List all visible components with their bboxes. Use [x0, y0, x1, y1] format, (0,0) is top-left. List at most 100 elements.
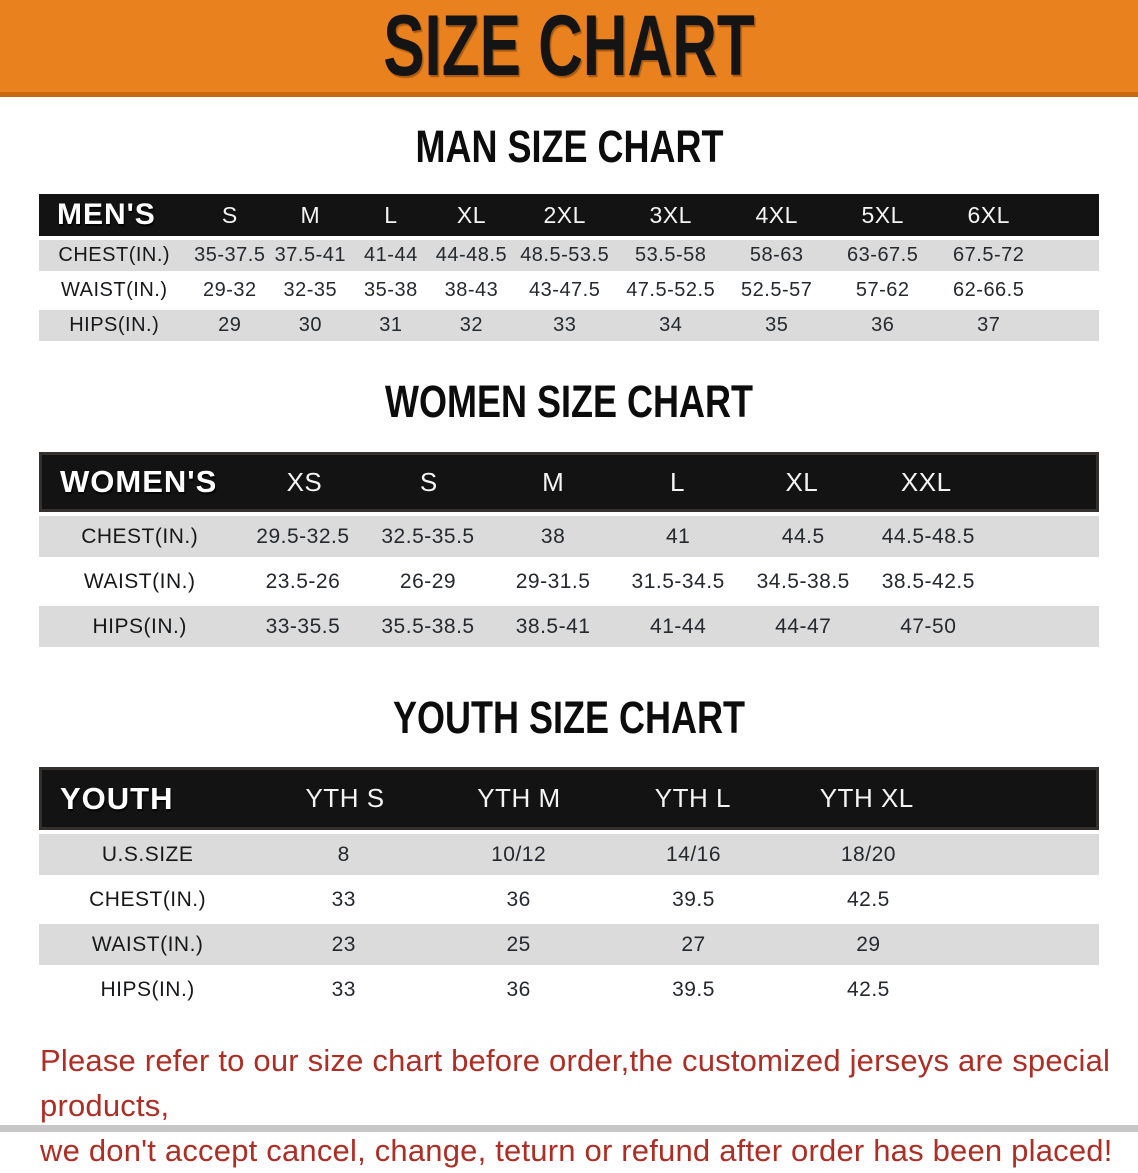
cell-value: 29 [856, 932, 881, 956]
cell-value: 35.5-38.5 [381, 614, 475, 638]
size-column-header: 6XL [967, 201, 1010, 228]
table-row: U.S.SIZE 8 10/12 14/16 18/20 [39, 834, 1099, 875]
cell-value: 8 [337, 842, 350, 866]
cell-value: 62-66.5 [953, 279, 1025, 301]
cell-value: 23.5-26 [265, 569, 341, 593]
size-column-header: YTH L [654, 783, 731, 813]
cell-value: 44-48.5 [435, 244, 508, 266]
table-row: HIPS(IN.) 29 30 31 32 33 34 35 36 37 [39, 310, 1099, 341]
cell-value: 39.5 [672, 977, 715, 1001]
cell-value: 57-62 [855, 279, 910, 301]
cell-value: 41-44 [364, 244, 418, 266]
size-column-header: YTH S [305, 783, 385, 813]
cell-value: 18/20 [840, 842, 896, 866]
cell-value: 67.5-72 [953, 244, 1025, 266]
row-label: CHEST(IN.) [81, 524, 199, 548]
men-section-heading-text: MAN SIZE CHART [414, 121, 723, 172]
table-row: HIPS(IN.) 33 36 39.5 42.5 [39, 969, 1099, 1010]
disclaimer-line-2: we don't accept cancel, change, teturn o… [40, 1133, 1113, 1168]
cell-value: 41 [665, 524, 691, 548]
cell-value: 33 [331, 977, 356, 1001]
men-size-table: MEN'S S M L XL 2XL 3XL 4XL 5XL 6XL CHEST(IN.) 35-37… [39, 194, 1099, 341]
table-group-label: MEN'S [57, 198, 156, 231]
size-column-header: 3XL [649, 201, 692, 228]
table-header-row: WOMEN'S XS S M L XL XXL [39, 452, 1099, 512]
cell-value: 36 [506, 977, 531, 1001]
table-row: CHEST(IN.) 29.5-32.5 32.5-35.5 38 41 44.5 44.5… [39, 516, 1099, 557]
table-row: HIPS(IN.) 33-35.5 35.5-38.5 38.5-41 41-44 44-… [39, 606, 1099, 647]
row-label: U.S.SIZE [101, 842, 194, 866]
size-column-header: XS [286, 466, 323, 497]
cell-value: 23 [331, 932, 356, 956]
cell-value: 34 [659, 314, 683, 336]
size-column-header: XXL [900, 466, 952, 497]
disclaimer-line-1: Please refer to our size chart before or… [40, 1043, 1111, 1123]
size-column-header: 5XL [861, 201, 904, 228]
cell-value: 31.5-34.5 [631, 569, 725, 593]
table-header-row: YOUTH YTH S YTH M YTH L YTH XL [39, 767, 1099, 830]
cell-value: 29.5-32.5 [256, 524, 350, 548]
cell-value: 32-35 [283, 279, 338, 301]
cell-value: 44.5-48.5 [881, 524, 975, 548]
size-column-header: 4XL [755, 201, 798, 228]
row-label: WAIST(IN.) [83, 569, 196, 593]
cell-value: 29-31.5 [515, 569, 591, 593]
size-chart-title: SIZE CHART [383, 0, 755, 94]
cell-value: 10/12 [491, 842, 547, 866]
cell-value: 32.5-35.5 [381, 524, 475, 548]
size-column-header: 2XL [543, 201, 586, 228]
cell-value: 58-63 [749, 244, 804, 266]
size-column-header: M [300, 201, 321, 228]
cell-value: 33 [553, 314, 577, 336]
cell-value: 38 [540, 524, 566, 548]
table-row: WAIST(IN.) 29-32 32-35 35-38 38-43 43-47.5 47.… [39, 275, 1099, 306]
cell-value: 42.5 [846, 887, 890, 911]
table-header-row: MEN'S S M L XL 2XL 3XL 4XL 5XL 6XL [39, 194, 1099, 236]
cell-value: 35 [765, 314, 789, 336]
table-row: WAIST(IN.) 23.5-26 26-29 29-31.5 31.5-34.5 34… [39, 561, 1099, 602]
cell-value: 29 [218, 314, 242, 336]
table-group-label: WOMEN'S [60, 464, 218, 499]
cell-value: 25 [506, 932, 531, 956]
cell-value: 27 [681, 932, 706, 956]
table-group-label: YOUTH [60, 780, 174, 816]
row-label: HIPS(IN.) [69, 314, 160, 336]
cell-value: 30 [298, 314, 322, 336]
men-section-heading: MAN SIZE CHART [0, 124, 1138, 169]
row-label: HIPS(IN.) [92, 614, 187, 638]
size-column-header: L [384, 201, 398, 228]
women-section-heading-text: WOMEN SIZE CHART [384, 376, 753, 427]
size-column-header: S [419, 466, 438, 497]
cell-value: 33 [331, 887, 356, 911]
cell-value: 42.5 [846, 977, 890, 1001]
banner: SIZE CHART [0, 0, 1138, 97]
disclaimer: Please refer to our size chart before or… [40, 1038, 1138, 1173]
cell-value: 32 [459, 314, 484, 336]
table-row: WAIST(IN.) 23 25 27 29 [39, 924, 1099, 965]
cell-value: 36 [871, 314, 895, 336]
cell-value: 43-47.5 [529, 279, 601, 301]
table-row: CHEST(IN.) 35-37.5 37.5-41 41-44 44-48.5 48.5… [39, 240, 1099, 271]
row-label: WAIST(IN.) [91, 932, 204, 956]
cell-value: 29-32 [202, 279, 257, 301]
cell-value: 38-43 [444, 279, 499, 301]
cell-value: 39.5 [672, 887, 715, 911]
bottom-border [0, 1125, 1138, 1132]
table-row: CHEST(IN.) 33 36 39.5 42.5 [39, 879, 1099, 920]
size-column-header: S [221, 201, 238, 228]
cell-value: 33-35.5 [265, 614, 341, 638]
cell-value: 47-50 [900, 614, 957, 638]
cell-value: 35-38 [364, 279, 418, 301]
row-label: CHEST(IN.) [89, 887, 207, 911]
youth-size-table: YOUTH YTH S YTH M YTH L YTH XL U.S.SIZE 8 10/12… [39, 767, 1099, 1010]
row-label: WAIST(IN.) [61, 279, 168, 301]
size-column-header: M [542, 466, 565, 497]
women-size-table: WOMEN'S XS S M L XL XXL CHEST(IN.) 29.5-32.5 32.5… [39, 452, 1099, 647]
cell-value: 41-44 [650, 614, 707, 638]
youth-section-heading: YOUTH SIZE CHART [0, 695, 1138, 740]
size-column-header: YTH XL [819, 783, 914, 813]
cell-value: 37 [977, 314, 1001, 336]
cell-value: 31 [379, 314, 403, 336]
cell-value: 26-29 [399, 569, 457, 593]
cell-value: 34.5-38.5 [756, 569, 850, 593]
